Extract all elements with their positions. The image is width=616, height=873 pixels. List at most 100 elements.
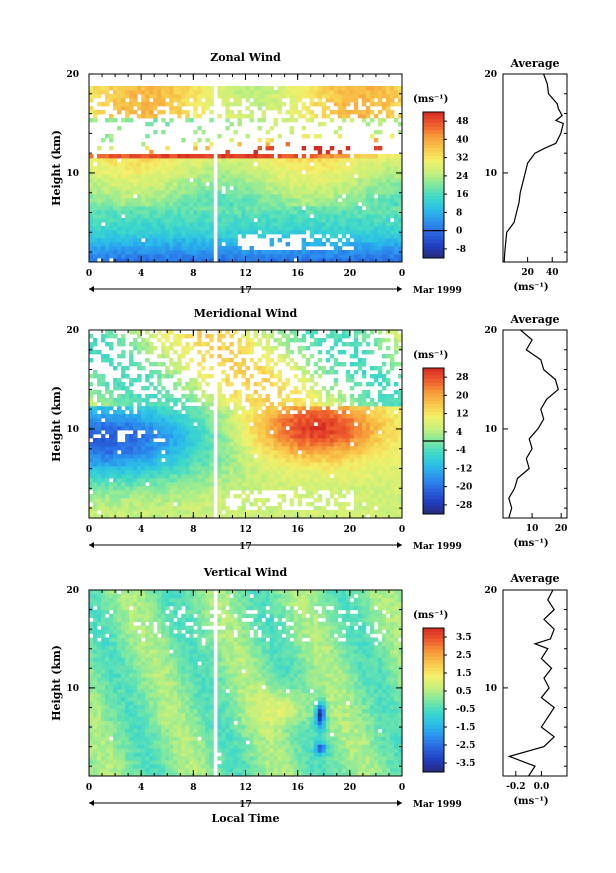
heatmap-cell: [177, 462, 182, 467]
heatmap-cell: [101, 514, 106, 519]
heatmap-cell: [221, 418, 226, 423]
heatmap-cell: [233, 514, 238, 519]
heatmap-cell: [321, 186, 327, 191]
heatmap-cell: [193, 430, 198, 435]
heatmap-cell: [345, 222, 351, 227]
heatmap-cell: [325, 258, 331, 263]
heatmap-cells: [89, 86, 403, 263]
heatmap-cell: [89, 454, 94, 459]
heatmap-cell: [257, 486, 262, 491]
heatmap-cell: [209, 226, 214, 231]
heatmap-cell: [129, 354, 134, 359]
heatmap-cell: [285, 410, 291, 415]
heatmap-cell: [97, 502, 102, 507]
heatmap-cell: [177, 430, 182, 435]
heatmap-cell: [149, 102, 154, 107]
heatmap-cell: [265, 462, 270, 467]
heatmap-cell: [341, 190, 347, 195]
heatmap-cell: [369, 110, 375, 115]
heatmap-cell: [369, 154, 375, 159]
heatmap-cell: [361, 90, 367, 95]
heatmap-cell: [173, 422, 178, 427]
heatmap-cell: [173, 470, 178, 475]
heatmap-cell: [237, 482, 242, 487]
heatmap-cell: [89, 158, 94, 163]
heatmap-cell: [145, 238, 150, 243]
heatmap-cell: [137, 486, 142, 491]
heatmap-cell: [121, 242, 126, 247]
heatmap-cell: [325, 210, 331, 215]
heatmap-cell: [177, 234, 182, 239]
heatmap-cell: [209, 418, 214, 423]
heatmap-cell: [221, 462, 226, 467]
heatmap-cell: [181, 490, 186, 495]
heatmap-cell: [397, 86, 403, 91]
heatmap-cell: [357, 178, 363, 183]
heatmap-cell: [253, 390, 258, 395]
heatmap-cell: [133, 498, 138, 503]
heatmap-cell: [261, 502, 266, 507]
heatmap-cell: [225, 182, 230, 187]
heatmap-cell: [345, 474, 351, 479]
heatmap-cell: [181, 478, 186, 483]
heatmap-cell: [145, 418, 150, 423]
heatmap-cell: [317, 134, 323, 139]
heatmap-cell: [305, 254, 311, 259]
heatmap-cell: [177, 110, 182, 115]
heatmap-cell: [145, 210, 150, 215]
heatmap-cell: [153, 210, 158, 215]
heatmap-cell: [177, 434, 182, 439]
heatmap-cell: [301, 374, 307, 379]
heatmap-cell: [249, 374, 254, 379]
heatmap-cell: [169, 458, 174, 463]
heatmap-cell: [173, 442, 178, 447]
heatmap-cell: [141, 494, 146, 499]
heatmap-cell: [265, 442, 270, 447]
heatmap-cell: [293, 462, 299, 467]
heatmap-cell: [197, 462, 202, 467]
heatmap-cell: [121, 154, 126, 159]
heatmap-cell: [217, 202, 222, 207]
heatmap-cell: [173, 210, 178, 215]
heatmap-cell: [297, 214, 303, 219]
heatmap-cell: [97, 206, 102, 211]
heatmap-cell: [185, 186, 190, 191]
heatmap-cell: [257, 498, 262, 503]
heatmap-cell: [357, 246, 363, 251]
heatmap-cell: [277, 470, 283, 475]
heatmap-cell: [209, 486, 214, 491]
heatmap-cell: [169, 482, 174, 487]
heatmap-cell: [241, 250, 246, 255]
heatmap-cell: [385, 178, 391, 183]
heatmap-cell: [229, 486, 234, 491]
heatmap-cell: [149, 170, 154, 175]
heatmap-cell: [193, 166, 198, 171]
colorbar-band: [423, 185, 444, 190]
heatmap-cell: [149, 218, 154, 223]
heatmap-cell: [105, 118, 110, 123]
heatmap-cell: [253, 434, 258, 439]
heatmap-cell: [221, 406, 226, 411]
heatmap-cell: [209, 166, 214, 171]
heatmap-cell: [337, 474, 343, 479]
heatmap-cell: [277, 198, 283, 203]
heatmap-cell: [237, 442, 242, 447]
heatmap-cell: [225, 246, 230, 251]
heatmap-cell: [201, 234, 206, 239]
heatmap-cell: [201, 230, 206, 235]
heatmap-cell: [301, 242, 307, 247]
heatmap-cell: [393, 202, 399, 207]
heatmap-cell: [217, 334, 222, 339]
heatmap-cell: [301, 398, 307, 403]
heatmap-cell: [277, 514, 283, 519]
heatmap-cell: [145, 86, 150, 91]
heatmap-cell: [217, 242, 222, 247]
heatmap-cell: [393, 234, 399, 239]
heatmap-cell: [177, 206, 182, 211]
heatmap-cell: [149, 498, 154, 503]
heatmap-cell: [381, 194, 387, 199]
heatmap-cell: [325, 214, 331, 219]
heatmap-cell: [393, 178, 399, 183]
heatmap-cell: [125, 394, 130, 399]
heatmap-cell: [101, 90, 106, 95]
